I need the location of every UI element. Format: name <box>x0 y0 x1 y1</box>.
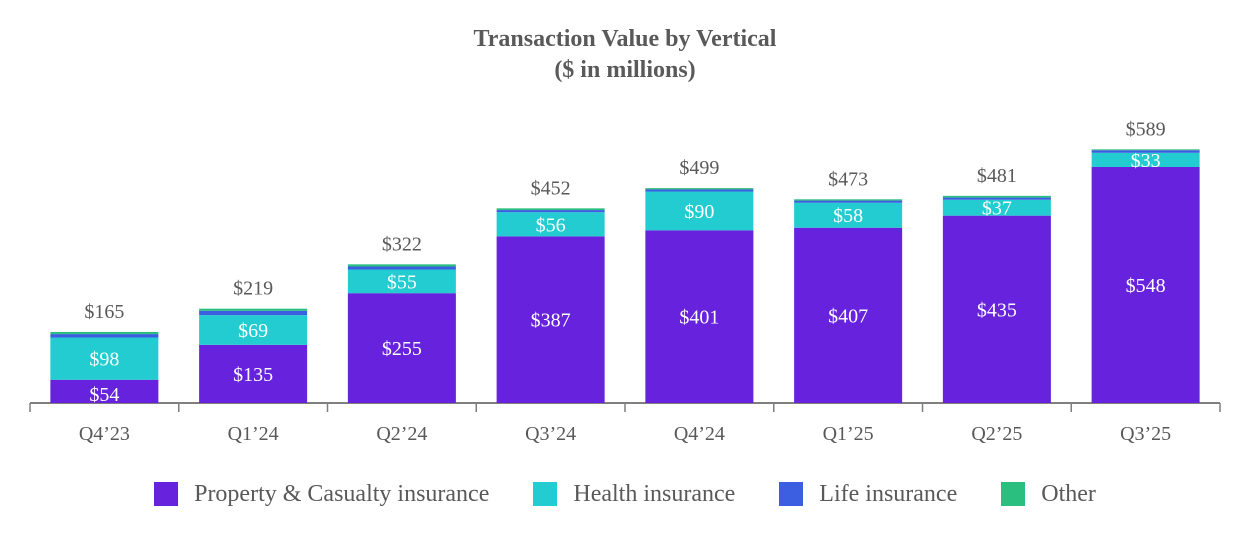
x-tick-label: Q3’25 <box>1120 423 1171 445</box>
legend-item-other[interactable]: Other <box>1001 481 1096 508</box>
bar-segment-property-casualty <box>645 230 754 403</box>
bar-segment-other <box>645 188 754 190</box>
bar-segment-other <box>942 195 1051 198</box>
bar-segment-property-casualty <box>496 236 605 403</box>
legend-swatch-property-casualty <box>154 482 179 506</box>
bar-segment-health <box>794 202 903 228</box>
bar-segment-other <box>50 331 159 335</box>
chart-legend: Property & Casualty insurance Health ins… <box>0 478 1250 510</box>
bar-total-label: $473 <box>828 168 868 190</box>
x-tick-label: Q2’24 <box>376 423 427 445</box>
x-tick-label: Q1’24 <box>228 423 279 445</box>
bar-segment-label: $135 <box>233 364 273 386</box>
bar-segment-label: $435 <box>977 299 1017 321</box>
legend-label-health: Health insurance <box>573 480 736 507</box>
bar-segment-life <box>50 334 159 338</box>
bar-segment-other <box>794 199 903 201</box>
bar-segment-life <box>645 189 754 192</box>
x-tick-label: Q4’23 <box>79 423 130 445</box>
bar-segment-label: $69 <box>238 320 268 342</box>
bar-segment-label: $55 <box>387 271 417 293</box>
bar-segment-property-casualty <box>347 293 456 403</box>
bar-total-label: $165 <box>84 301 124 323</box>
bar-segment-property-casualty <box>50 379 159 403</box>
bar-segment-health <box>645 191 754 231</box>
bar-segment-label: $37 <box>982 198 1012 220</box>
legend-item-health[interactable]: Health insurance <box>533 481 735 508</box>
bar-segment-label: $548 <box>1126 275 1166 297</box>
bar-segment-label: $56 <box>536 214 566 236</box>
bar-total-label: $322 <box>382 233 422 255</box>
bar-segment-life <box>942 197 1051 200</box>
bar-segment-other <box>1091 149 1200 151</box>
legend-item-property-casualty[interactable]: Property & Casualty insurance <box>154 481 489 508</box>
bar-total-label: $452 <box>531 177 571 199</box>
legend-label-property-casualty: Property & Casualty insurance <box>194 480 490 507</box>
bar-segment-health <box>942 199 1051 216</box>
x-tick-label: Q4’24 <box>674 423 725 445</box>
bar-total-label: $589 <box>1126 118 1166 140</box>
bar-segment-other <box>496 208 605 211</box>
bar-segment-property-casualty <box>794 227 903 403</box>
bar-segment-property-casualty <box>199 344 308 403</box>
bar-total-label: $499 <box>679 157 719 179</box>
legend-label-other: Other <box>1041 480 1096 507</box>
bar-segment-label: $54 <box>89 384 119 406</box>
bar-segment-label: $407 <box>828 305 868 327</box>
bar-total-label: $481 <box>977 165 1017 187</box>
bar-segment-life <box>199 310 308 316</box>
bar-segment-health <box>1091 152 1200 167</box>
bar-segment-label: $401 <box>679 307 719 329</box>
legend-swatch-life <box>779 482 804 506</box>
legend-swatch-other <box>1001 482 1026 506</box>
chart-title: Transaction Value by Vertical <box>473 26 777 52</box>
bar-segment-other <box>199 308 308 311</box>
bar-segment-property-casualty <box>1091 167 1200 403</box>
bar-segment-health <box>199 315 308 345</box>
stacked-bar-chart: $54 $98 $165 Q4’23 $135 $69 $219 Q1’24 $255 $55 $3… <box>29 118 1221 445</box>
bar-segment-label: $90 <box>684 201 714 223</box>
bar-segment-health <box>347 269 456 294</box>
bar-segment-label: $255 <box>382 338 422 360</box>
legend-label-life: Life insurance <box>819 480 958 507</box>
chart-subtitle: ($ in millions) <box>554 57 696 83</box>
bar-segment-life <box>347 266 456 270</box>
bar-segment-label: $387 <box>531 310 571 332</box>
bar-segment-label: $58 <box>833 205 863 227</box>
x-tick-label: Q2’25 <box>971 423 1022 445</box>
bar-segment-property-casualty <box>942 215 1051 403</box>
legend-swatch-health <box>533 482 558 506</box>
bar-segment-other <box>347 264 456 267</box>
bar-total-label: $219 <box>233 278 273 300</box>
bar-segment-label: $98 <box>89 349 119 371</box>
x-tick-label: Q3’24 <box>525 423 576 445</box>
x-tick-label: Q1’25 <box>823 423 874 445</box>
chart-title-block: Transaction Value by Vertical ($ in mill… <box>0 24 1250 86</box>
bar-segment-life <box>496 210 605 213</box>
bar-segment-health <box>50 337 159 380</box>
bar-segment-health <box>496 212 605 237</box>
legend-item-life[interactable]: Life insurance <box>779 481 957 508</box>
bar-segment-life <box>1091 150 1200 153</box>
bar-segment-life <box>794 200 903 203</box>
bar-segment-label: $33 <box>1131 150 1161 172</box>
